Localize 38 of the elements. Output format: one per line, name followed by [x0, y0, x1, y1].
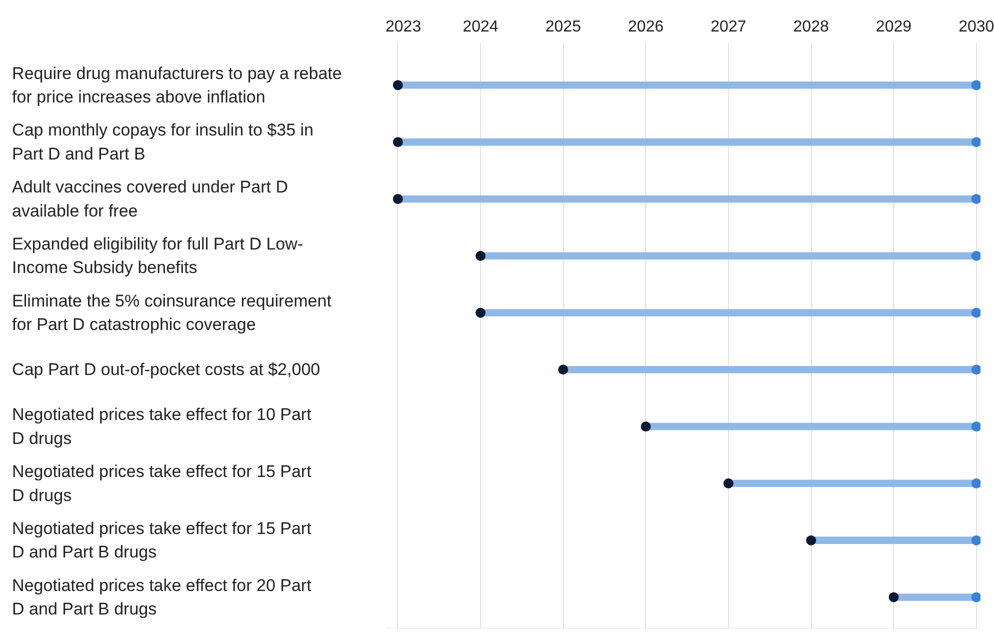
- point: [888, 592, 899, 602]
- y-tick-label: Eliminate the 5% coinsurance requirement for Part D catastrophic coverage: [12, 291, 332, 334]
- point: [971, 535, 980, 546]
- point: [558, 364, 568, 375]
- x-tick-label: 2024: [462, 18, 498, 36]
- y-tick-label: Require drug manufacturers to pay a rebate for price increases above inflation: [12, 64, 342, 107]
- point: [971, 308, 980, 318]
- point: [723, 478, 734, 488]
- point: [971, 194, 980, 204]
- y-tick-label: Negotiated prices take effect for 10 Part D drugs: [12, 405, 312, 448]
- point: [392, 137, 403, 148]
- point: [971, 422, 980, 432]
- y-tick-label: Negotiated prices take effect for 15 Part D drugs: [12, 462, 312, 505]
- point: [476, 250, 486, 261]
- point: [971, 592, 980, 602]
- x-tick-label: 2028: [793, 18, 829, 36]
- x-tick-label: 2025: [545, 18, 582, 36]
- y-tick-label: Cap Part D out-of-pocket costs at $2,000: [12, 360, 320, 380]
- y-tick-label: Adult vaccines covered under Part D available for free: [12, 178, 288, 220]
- point: [971, 80, 980, 90]
- x-tick-label: 2023: [386, 18, 422, 36]
- point: [392, 194, 403, 204]
- x-tick-label: 2029: [876, 18, 912, 36]
- point: [640, 422, 651, 432]
- point: [971, 137, 980, 148]
- x-tick-label: 2026: [628, 18, 664, 36]
- point: [476, 308, 486, 318]
- point: [806, 535, 816, 546]
- point: [392, 80, 403, 90]
- y-tick-label: Negotiated prices take effect for 15 Part D and Part B drugs: [12, 518, 312, 562]
- point: [971, 478, 980, 488]
- y-tick-label: Negotiated prices take effect for 20 Part D and Part B drugs: [12, 576, 312, 619]
- point: [971, 250, 980, 261]
- y-tick-label: Expanded eligibility for full Part D Low-Income Subsidy benefits: [12, 234, 304, 278]
- y-tick-label: Cap monthly copays for insulin to $35 in Part D and Part B: [12, 120, 314, 164]
- x-tick-label: 2027: [710, 18, 746, 36]
- x-tick-label: 2030: [958, 18, 994, 36]
- point: [971, 364, 980, 375]
